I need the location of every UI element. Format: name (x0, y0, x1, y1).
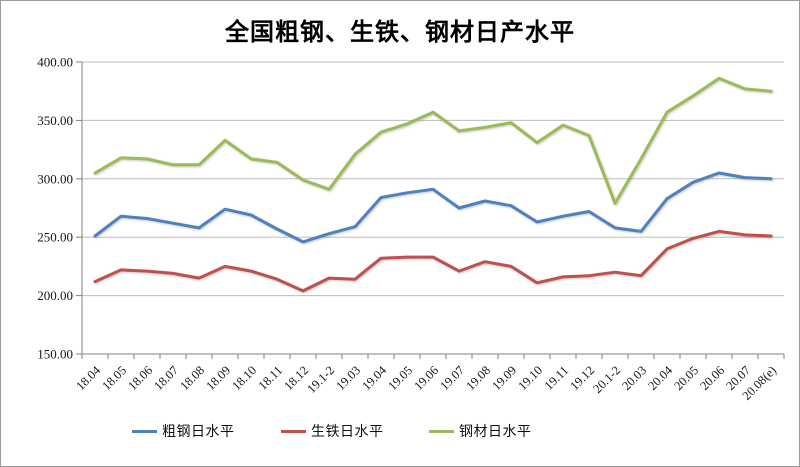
x-tick-label: 19.08 (463, 363, 493, 393)
x-tick-label: 20.03 (619, 363, 649, 393)
pig-iron-line-swatch (281, 429, 306, 433)
x-tick-label: 18.11 (256, 363, 285, 392)
x-tick-label: 18.07 (151, 363, 181, 393)
legend-label: 粗钢日水平 (162, 425, 235, 440)
x-tick-label: 19.04 (359, 363, 389, 393)
legend-item-crude-steel: 粗钢日水平 (132, 421, 235, 441)
y-tick-label: 250.00 (37, 230, 73, 245)
x-tick-label: 18.10 (229, 363, 259, 393)
x-tick-label: 18.04 (73, 363, 103, 393)
legend-label: 钢材日水平 (459, 425, 532, 440)
series-line-1 (93, 229, 773, 293)
steel-products-line-swatch (429, 429, 454, 433)
x-tick-label: 18.09 (203, 363, 233, 393)
x-tick-label: 19.11 (542, 363, 571, 392)
chart-title: 全国粗钢、生铁、钢材日产水平 (225, 20, 575, 46)
x-tick-label: 19.03 (333, 363, 363, 393)
x-tick-label: 20.1-2 (590, 363, 623, 396)
x-tick-label: 20.05 (671, 363, 701, 393)
y-tick-label: 200.00 (37, 288, 73, 303)
y-tick-label: 350.00 (37, 113, 73, 128)
chart-legend: 粗钢日水平 生铁日水平 钢材日水平 (1, 421, 799, 443)
x-tick-label: 18.05 (99, 363, 129, 393)
x-tick-label: 19.09 (489, 363, 519, 393)
legend-item-pig-iron: 生铁日水平 (281, 421, 384, 441)
x-tick-label: 20.06 (697, 363, 727, 393)
crude-steel-line-swatch (132, 429, 157, 433)
x-tick-label: 19.07 (437, 363, 467, 393)
series-line-0 (93, 171, 773, 244)
x-tick-label: 20.04 (645, 363, 675, 393)
x-tick-label: 19.06 (411, 363, 441, 393)
x-tick-label: 18.08 (177, 363, 207, 393)
x-tick-label: 19.1-2 (304, 363, 337, 396)
x-tick-label: 18.06 (125, 363, 155, 393)
x-tick-label: 19.05 (385, 363, 415, 393)
legend-item-steel-products: 钢材日水平 (429, 421, 532, 441)
y-tick-label: 300.00 (37, 171, 73, 186)
y-tick-label: 400.00 (37, 55, 73, 70)
legend-label: 生铁日水平 (311, 425, 384, 440)
y-tick-label: 150.00 (37, 347, 73, 362)
x-tick-label: 19.10 (515, 363, 545, 393)
series-line-2 (93, 76, 773, 205)
